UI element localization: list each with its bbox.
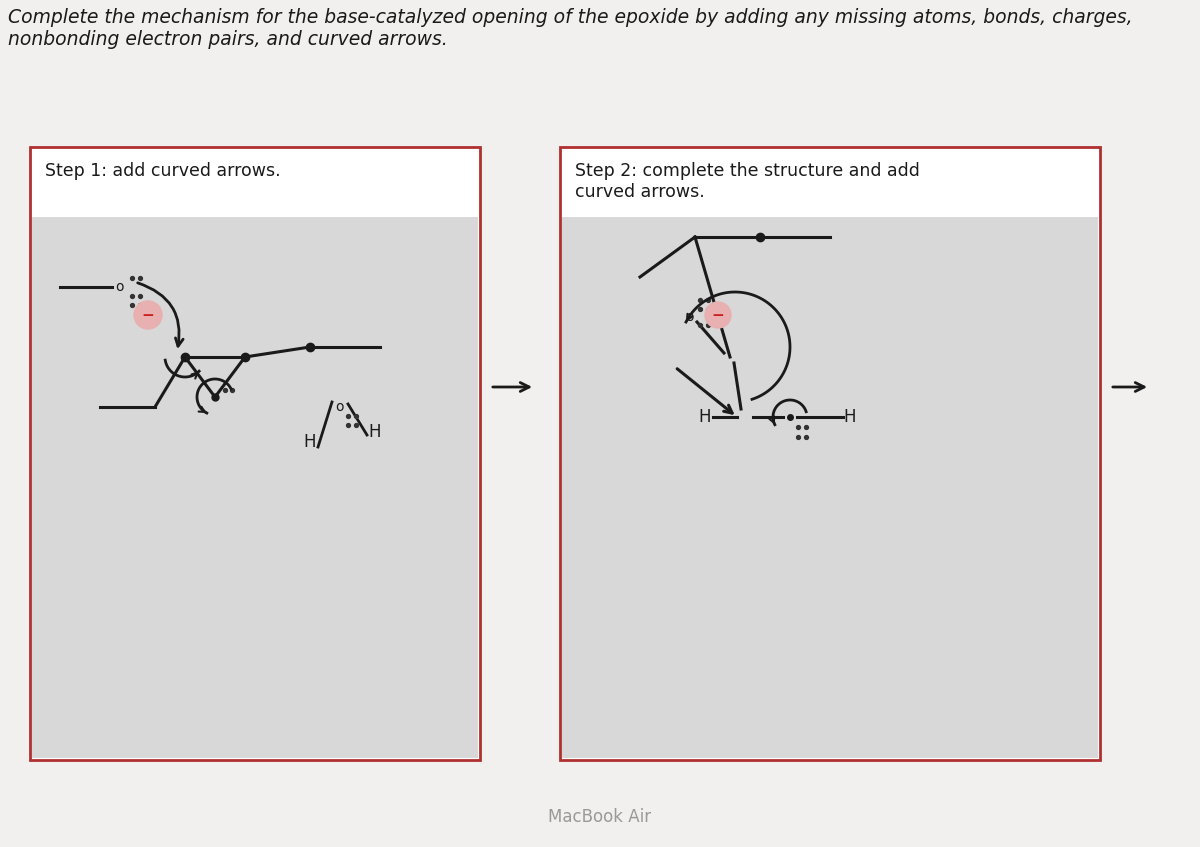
Bar bbox=[560, 147, 1100, 760]
Circle shape bbox=[134, 301, 162, 329]
FancyArrowPatch shape bbox=[138, 283, 184, 346]
Text: H: H bbox=[368, 423, 382, 441]
Text: −: − bbox=[712, 307, 725, 323]
Text: nonbonding electron pairs, and curved arrows.: nonbonding electron pairs, and curved ar… bbox=[8, 30, 448, 49]
Text: H: H bbox=[698, 408, 712, 426]
Circle shape bbox=[706, 302, 731, 328]
Text: o: o bbox=[685, 310, 695, 324]
Bar bbox=[32, 217, 478, 758]
Text: o: o bbox=[336, 400, 344, 414]
Text: Step 1: add curved arrows.: Step 1: add curved arrows. bbox=[46, 162, 281, 180]
Text: H: H bbox=[844, 408, 857, 426]
Bar bbox=[30, 147, 480, 760]
Text: Complete the mechanism for the base-catalyzed opening of the epoxide by adding a: Complete the mechanism for the base-cata… bbox=[8, 8, 1133, 27]
Text: Step 2: complete the structure and add
curved arrows.: Step 2: complete the structure and add c… bbox=[575, 162, 920, 201]
Bar bbox=[562, 217, 1098, 758]
Text: H: H bbox=[304, 433, 317, 451]
Text: o: o bbox=[115, 280, 125, 294]
Text: MacBook Air: MacBook Air bbox=[548, 808, 652, 826]
Text: −: − bbox=[142, 307, 155, 323]
